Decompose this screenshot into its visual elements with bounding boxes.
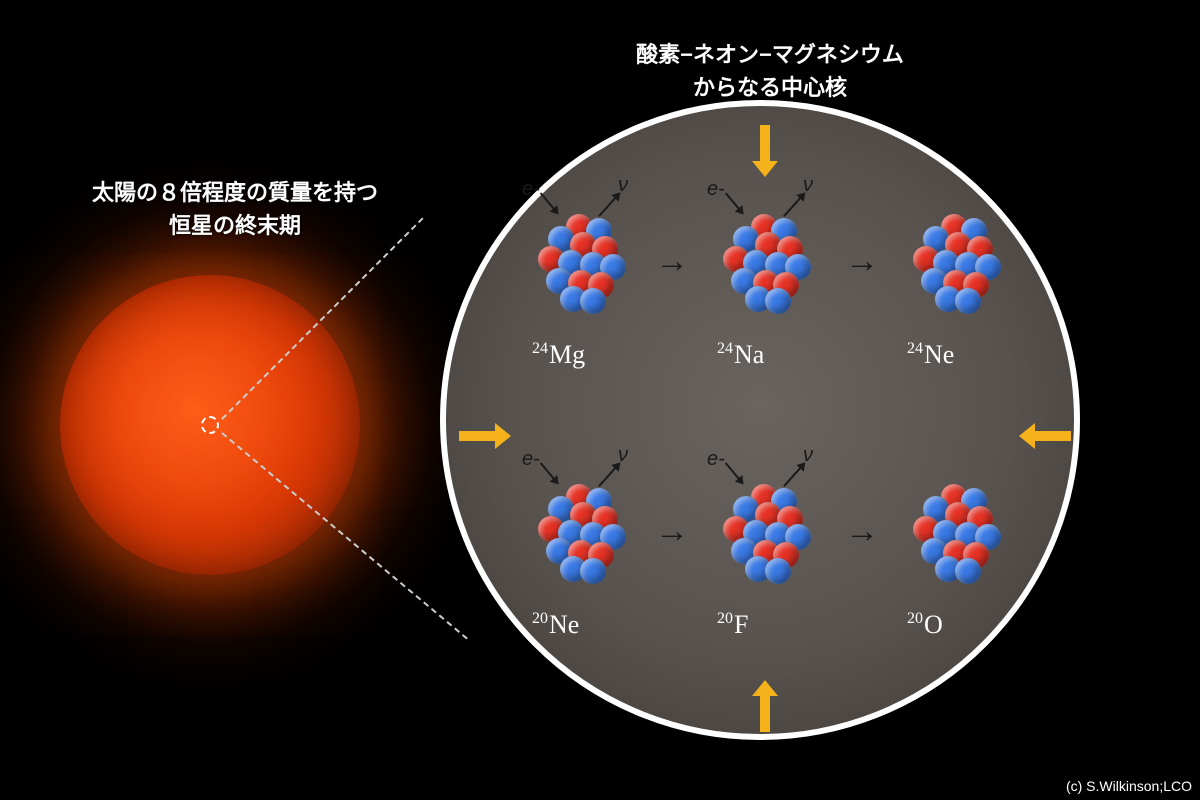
isotope-label: 20Ne <box>532 610 579 640</box>
nucleus <box>530 210 630 310</box>
reaction-arrow-icon: → <box>655 512 689 551</box>
reaction-arrow-icon: → <box>655 242 689 281</box>
reaction-arrow-icon: → <box>845 512 879 551</box>
credit-text: (c) S.Wilkinson;LCO <box>1066 778 1192 794</box>
isotope-label: 20O <box>907 610 943 640</box>
collapse-arrow-icon <box>750 125 780 177</box>
isotope-label: 24Ne <box>907 340 954 370</box>
electron-label: e- <box>522 178 540 201</box>
reaction-arrow-icon: → <box>845 242 879 281</box>
electron-label: e- <box>707 448 725 471</box>
nucleus <box>715 210 815 310</box>
nucleus <box>530 480 630 580</box>
core-caption: 酸素−ネオン−マグネシウムからなる中心核 <box>560 38 980 104</box>
collapse-arrow-icon <box>459 421 511 451</box>
isotope-label: 20F <box>717 610 748 640</box>
isotope-label: 24Na <box>717 340 764 370</box>
electron-label: e- <box>522 448 540 471</box>
collapse-arrow-icon <box>750 680 780 732</box>
nucleus <box>905 210 1005 310</box>
nucleus <box>715 480 815 580</box>
isotope-label: 24Mg <box>532 340 585 370</box>
collapse-arrow-icon <box>1019 421 1071 451</box>
nucleus <box>905 480 1005 580</box>
star-caption: 太陽の８倍程度の質量を持つ恒星の終末期 <box>70 176 400 242</box>
electron-label: e- <box>707 178 725 201</box>
